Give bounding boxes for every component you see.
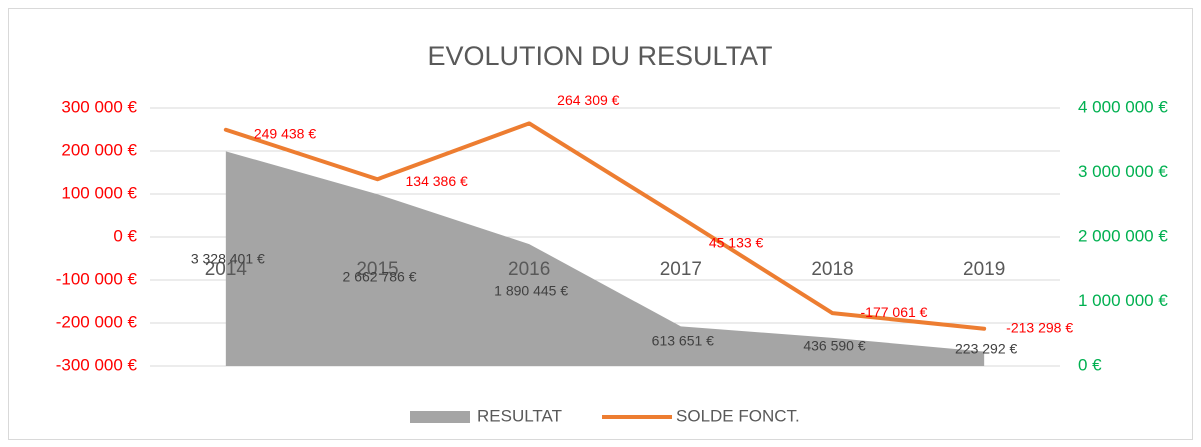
x-tick-label: 2017 <box>660 259 702 280</box>
data-label: -213 298 € <box>1006 319 1073 335</box>
y-tick-label: 200 000 € <box>61 140 137 159</box>
data-label: 436 590 € <box>803 338 865 354</box>
y2-tick-label: 0 € <box>1078 355 1102 374</box>
data-label: 2 662 786 € <box>343 269 417 285</box>
x-tick-label: 2016 <box>508 259 550 280</box>
line <box>223 121 987 331</box>
data-label: 3 328 401 € <box>191 251 265 267</box>
x-tick-label: 2015 <box>356 259 398 280</box>
x-tick-label: 2014 <box>205 259 248 280</box>
y-tick-label: 0 € <box>113 226 137 245</box>
legend-label: RESULTAT <box>477 406 562 425</box>
data-label: 264 309 € <box>557 92 619 108</box>
chart-frame <box>8 8 1193 440</box>
area <box>225 151 985 366</box>
y-tick-label: -100 000 € <box>56 269 138 288</box>
data-label: 134 386 € <box>406 173 468 189</box>
y2-tick-label: 3 000 000 € <box>1078 162 1168 181</box>
y2-tick-label: 4 000 000 € <box>1078 97 1168 116</box>
x-tick-label: 2018 <box>811 259 853 280</box>
legend-swatch <box>410 411 470 423</box>
y2-tick-label: 2 000 000 € <box>1078 226 1168 245</box>
y-tick-label: -300 000 € <box>56 355 138 374</box>
y-tick-label: 300 000 € <box>61 97 137 116</box>
data-label: 249 438 € <box>254 125 316 141</box>
data-label: 45 133 € <box>709 234 764 250</box>
x-tick-label: 2019 <box>963 259 1005 280</box>
chart-title: EVOLUTION DU RESULTAT <box>427 41 772 71</box>
data-label: 223 292 € <box>955 341 1017 357</box>
data-label: 1 890 445 € <box>494 283 568 299</box>
legend-label: SOLDE FONCT. <box>676 406 800 425</box>
y-tick-label: -200 000 € <box>56 312 138 331</box>
y2-tick-label: 1 000 000 € <box>1078 291 1168 310</box>
data-label: 613 651 € <box>652 333 714 349</box>
data-label: -177 061 € <box>861 304 928 320</box>
y-tick-label: 100 000 € <box>61 183 137 202</box>
